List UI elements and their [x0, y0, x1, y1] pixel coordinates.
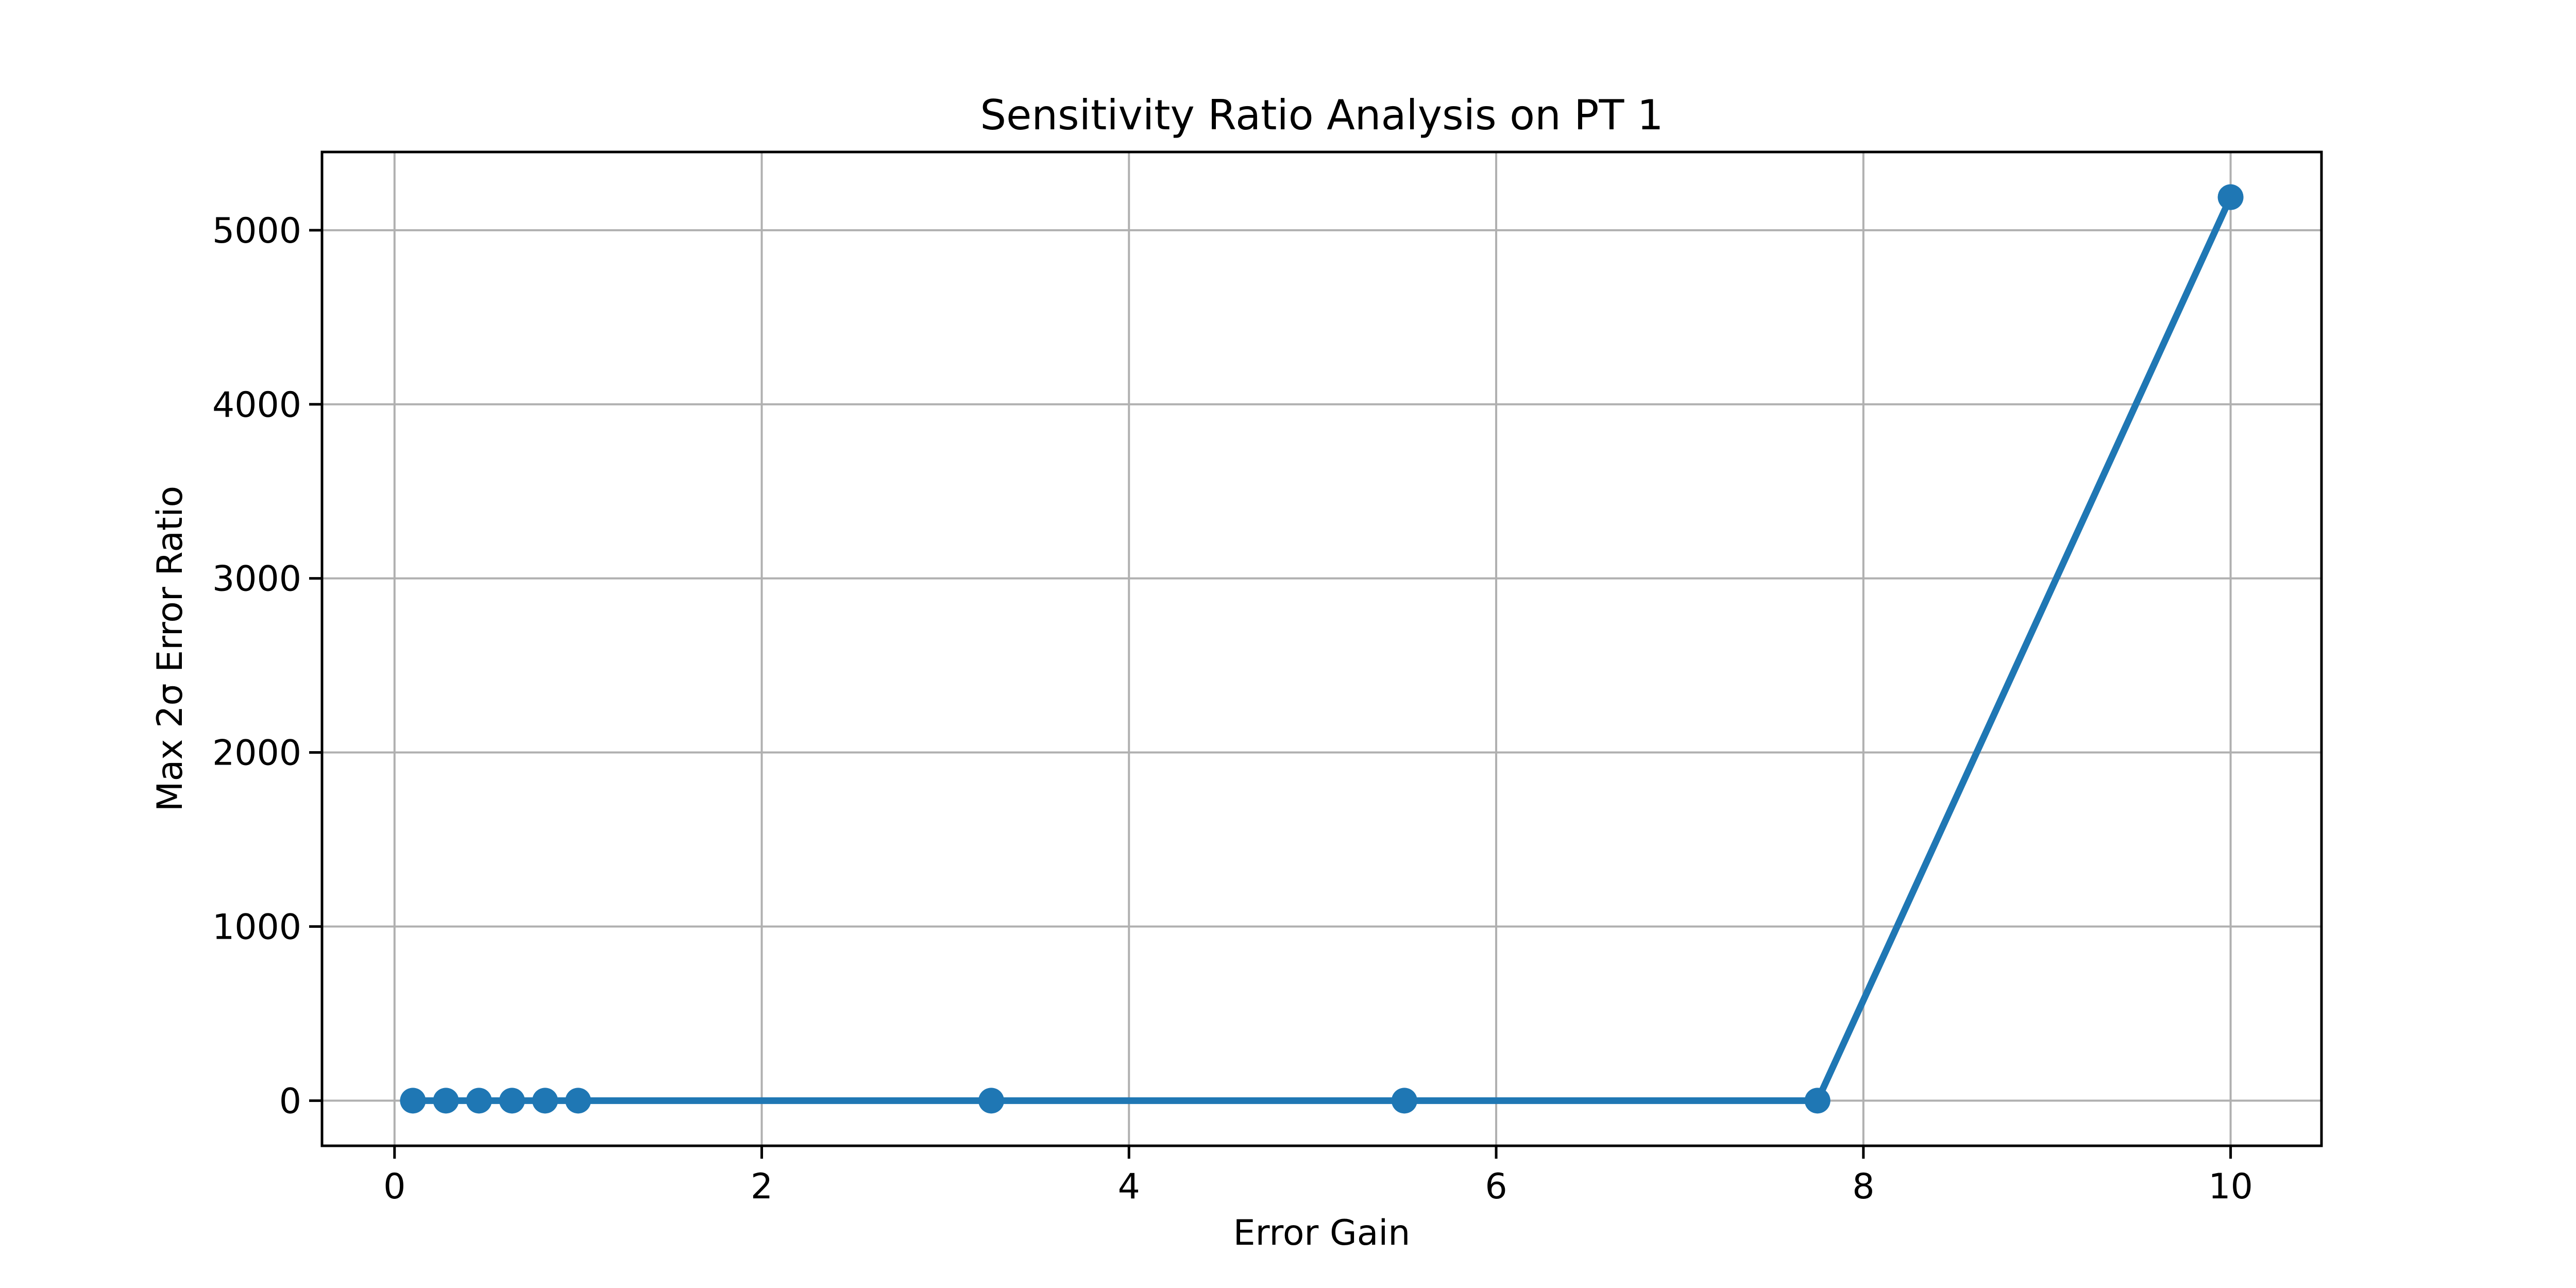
y-tick-label: 5000 — [212, 211, 301, 251]
x-tick-label: 6 — [1485, 1166, 1507, 1207]
data-point — [499, 1088, 525, 1114]
y-tick-label: 2000 — [212, 733, 301, 774]
x-axis-label: Error Gain — [1233, 1213, 1411, 1253]
x-tick-label: 8 — [1852, 1166, 1874, 1207]
x-tick-label: 4 — [1118, 1166, 1140, 1207]
x-tick-label: 2 — [751, 1166, 773, 1207]
y-tick-label: 1000 — [212, 907, 301, 947]
data-point — [466, 1088, 492, 1114]
chart-title: Sensitivity Ratio Analysis on PT 1 — [980, 91, 1664, 139]
axes-spines — [320, 150, 2323, 1147]
data-point — [1804, 1088, 1831, 1114]
data-point — [978, 1088, 1005, 1114]
x-tick-label: 10 — [2208, 1166, 2253, 1207]
data-point — [565, 1088, 591, 1114]
data-point — [433, 1088, 459, 1114]
data-point — [400, 1088, 426, 1114]
y-tick-label: 4000 — [212, 385, 301, 426]
data-line — [413, 195, 2234, 1104]
data-point — [532, 1088, 558, 1114]
y-tick-label: 0 — [279, 1081, 301, 1122]
x-tick-label: 0 — [383, 1166, 405, 1207]
data-point — [1391, 1088, 1417, 1114]
y-tick-label: 3000 — [212, 559, 301, 600]
data-point — [2217, 184, 2244, 210]
